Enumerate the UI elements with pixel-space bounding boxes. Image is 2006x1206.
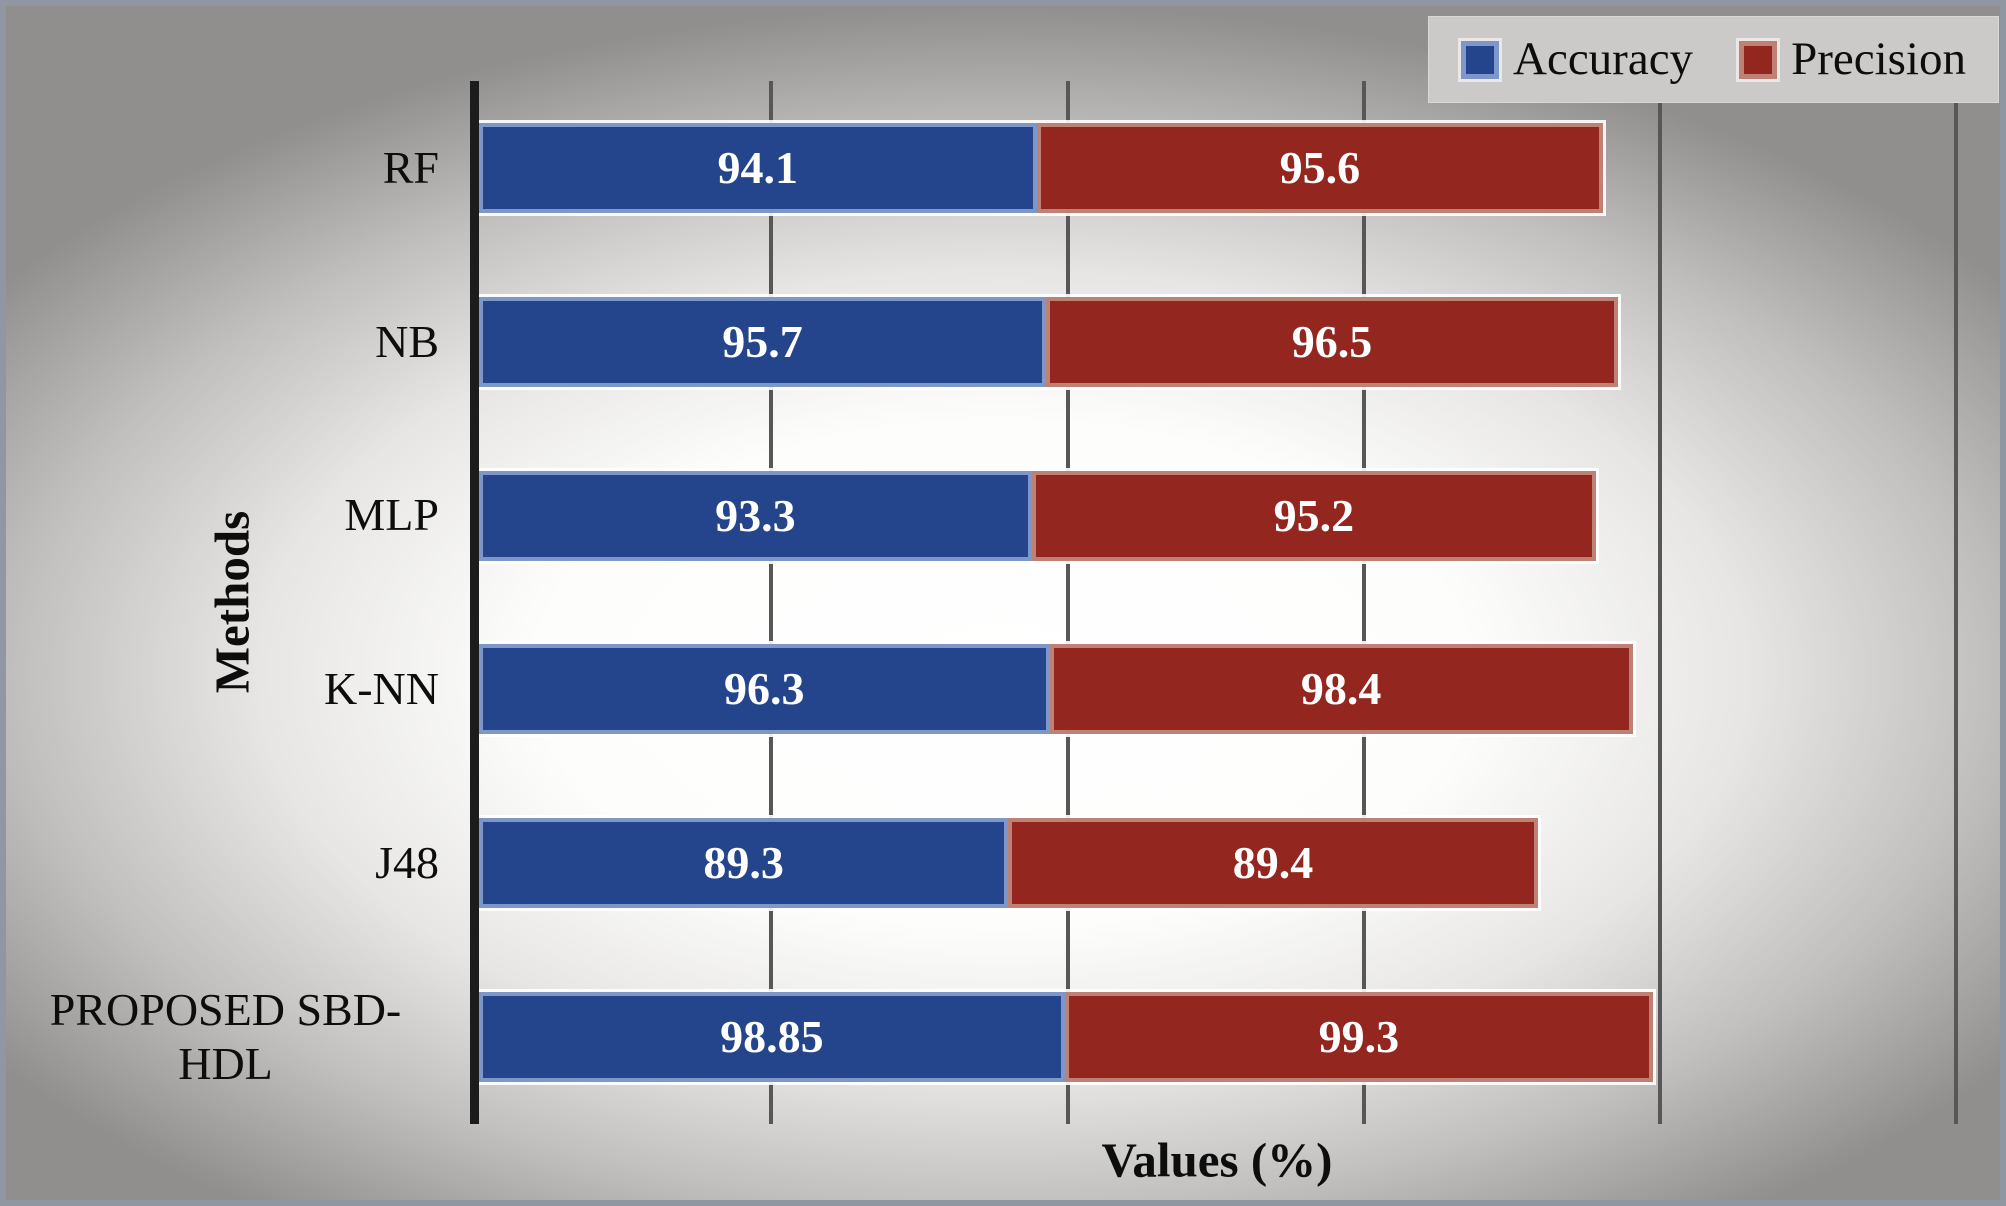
gridline: [1065, 81, 1070, 1124]
bar-value-label: 96.5: [1291, 315, 1373, 367]
bar-row: 96.3 98.4: [479, 644, 1633, 735]
category-label: RF: [382, 141, 439, 193]
bar-value-label: 98.85: [720, 1011, 824, 1063]
plot-area: 94.1 95.6 95.7 96.5 93.3 95.2 96.3 98.4 89.3 89.4…: [470, 81, 1986, 1124]
bar-value-label: 89.4: [1232, 837, 1314, 889]
legend-item-precision: Precision: [1739, 36, 1966, 83]
x-axis-title: Values (%): [1101, 1132, 1333, 1188]
category-axis-labels: RF NB MLP K-NN J48 PROPOSED SBD-HDL: [12, 81, 467, 1124]
bar-segment-accuracy: 95.7: [479, 296, 1047, 387]
gridline: [1361, 81, 1366, 1124]
bar-segment-precision: 96.5: [1046, 296, 1618, 387]
legend: Accuracy Precision: [1428, 16, 1999, 103]
bar-value-label: 89.3: [703, 837, 784, 889]
gridline: [1658, 81, 1663, 1124]
bar-segment-accuracy: 93.3: [479, 470, 1032, 561]
bar-segment-accuracy: 94.1: [479, 122, 1037, 213]
bar-segment-accuracy: 98.85: [479, 992, 1065, 1083]
bar-value-label: 99.3: [1318, 1011, 1400, 1063]
bar-segment-accuracy: 96.3: [479, 644, 1050, 735]
bar-row: 93.3 95.2: [479, 470, 1596, 561]
category-label: NB: [375, 315, 439, 367]
gridline: [769, 81, 774, 1124]
legend-label-precision: Precision: [1791, 33, 1966, 85]
bar-row: 94.1 95.6: [479, 122, 1604, 213]
bar-row: 95.7 96.5: [479, 296, 1618, 387]
bar-value-label: 94.1: [717, 141, 799, 193]
category-label: K-NN: [324, 663, 439, 715]
category-label: J48: [375, 837, 439, 889]
bar-value-label: 95.7: [722, 315, 803, 367]
bar-value-label: 93.3: [715, 489, 796, 541]
bar-segment-precision: 98.4: [1049, 644, 1633, 735]
bar-segment-precision: 95.2: [1031, 470, 1596, 561]
bar-segment-accuracy: 89.3: [479, 818, 1009, 909]
bar-row: 89.3 89.4: [479, 818, 1538, 909]
legend-label-accuracy: Accuracy: [1513, 33, 1694, 85]
bar-segment-precision: 89.4: [1008, 818, 1538, 909]
bar-segment-precision: 99.3: [1064, 992, 1654, 1083]
accuracy-swatch-icon: [1461, 40, 1500, 79]
bar-value-label: 98.4: [1300, 663, 1382, 715]
gridline: [1954, 81, 1959, 1124]
precision-swatch-icon: [1739, 40, 1778, 79]
bar-value-label: 96.3: [724, 663, 805, 715]
category-label: PROPOSED SBD-HDL: [49, 983, 402, 1090]
bar-row: 98.85 99.3: [479, 992, 1654, 1083]
bar-value-label: 95.2: [1273, 489, 1355, 541]
y-axis-line: [470, 81, 479, 1124]
bar-value-label: 95.6: [1279, 141, 1361, 193]
category-label: MLP: [344, 489, 439, 541]
legend-item-accuracy: Accuracy: [1461, 36, 1693, 83]
bar-segment-precision: 95.6: [1036, 122, 1604, 213]
